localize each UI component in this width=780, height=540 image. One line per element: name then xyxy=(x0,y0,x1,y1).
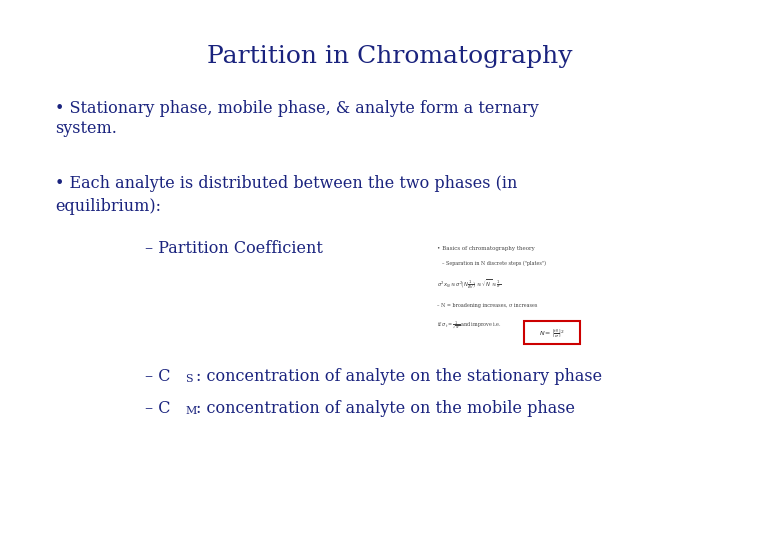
Text: : concentration of analyte on the mobile phase: : concentration of analyte on the mobile… xyxy=(196,400,575,417)
Text: system.: system. xyxy=(55,120,117,137)
Text: • Each analyte is distributed between the two phases (in: • Each analyte is distributed between th… xyxy=(55,175,517,192)
Text: • Basics of chromatography theory: • Basics of chromatography theory xyxy=(438,246,535,251)
Text: – C: – C xyxy=(145,368,171,385)
Text: $\sigma^2 x_N \approx \sigma^2\!\left(N\frac{1}{\Delta V}\right)\approx \sqrt{N}: $\sigma^2 x_N \approx \sigma^2\!\left(N\… xyxy=(438,279,502,291)
Bar xyxy=(524,321,580,344)
Text: M: M xyxy=(185,406,197,416)
Text: if $\sigma_t = \frac{1}{\sqrt{N}}$ and improve i.e.: if $\sigma_t = \frac{1}{\sqrt{N}}$ and i… xyxy=(438,320,502,332)
Text: $N = \left[\frac{t_R}{\sigma}\right]^2$: $N = \left[\frac{t_R}{\sigma}\right]^2$ xyxy=(539,327,565,339)
Text: Partition in Chromatography: Partition in Chromatography xyxy=(207,45,573,68)
Text: – Separation in N discrete steps ("plates"): – Separation in N discrete steps ("plate… xyxy=(442,261,546,266)
Text: – C: – C xyxy=(145,400,171,417)
Text: – Partition Coefficient: – Partition Coefficient xyxy=(145,240,323,257)
Text: equilibrium):: equilibrium): xyxy=(55,198,161,215)
Text: : concentration of analyte on the stationary phase: : concentration of analyte on the statio… xyxy=(196,368,602,385)
Text: S: S xyxy=(185,374,193,384)
Text: – N = broadening increases, σ increases: – N = broadening increases, σ increases xyxy=(438,303,538,308)
Text: • Stationary phase, mobile phase, & analyte form a ternary: • Stationary phase, mobile phase, & anal… xyxy=(55,100,539,117)
